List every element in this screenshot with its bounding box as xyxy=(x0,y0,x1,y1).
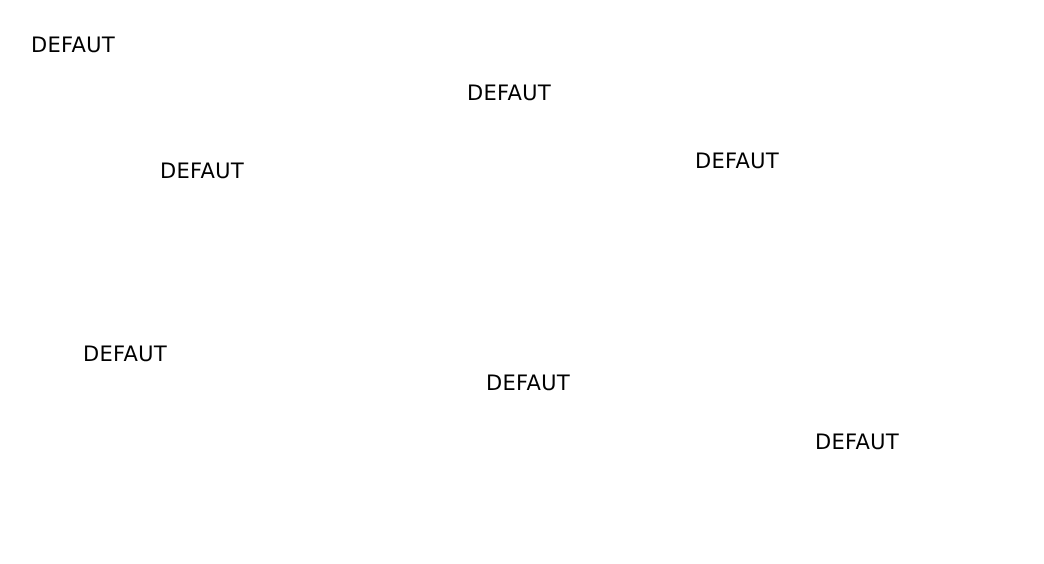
defaut-label-1: DEFAUT xyxy=(31,33,115,57)
defaut-label-3: DEFAUT xyxy=(160,159,244,183)
defaut-label-6: DEFAUT xyxy=(486,371,570,395)
defaut-label-4: DEFAUT xyxy=(695,149,779,173)
defaut-label-5: DEFAUT xyxy=(83,342,167,366)
defaut-label-7: DEFAUT xyxy=(815,430,899,454)
defaut-label-2: DEFAUT xyxy=(467,81,551,105)
